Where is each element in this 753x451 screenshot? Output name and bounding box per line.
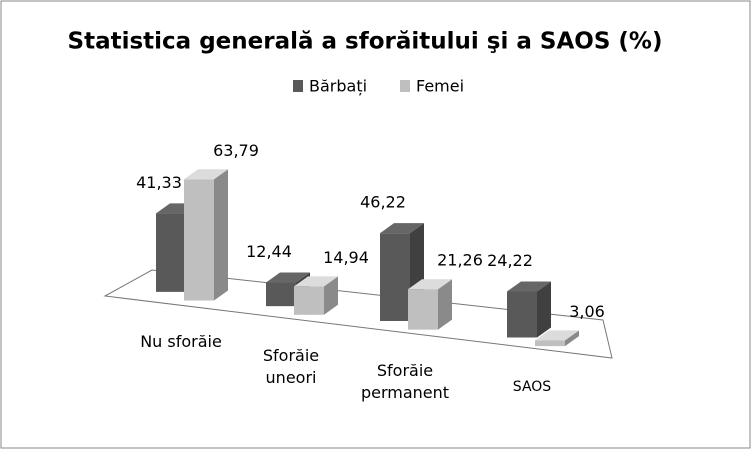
bar	[507, 291, 537, 338]
bar-top	[294, 276, 338, 287]
bar	[184, 179, 214, 301]
value-label: 12,44	[246, 242, 292, 261]
bar-top	[408, 279, 452, 290]
bar	[380, 233, 410, 321]
legend-swatch	[400, 80, 410, 92]
value-label: 24,22	[487, 251, 533, 270]
x-tick-label: Sforăie uneori	[262, 346, 320, 388]
value-label: 21,26	[437, 251, 483, 270]
bar-side	[537, 281, 551, 338]
value-label: 3,06	[569, 302, 605, 321]
bar	[408, 289, 438, 330]
bar	[294, 286, 324, 315]
bar	[266, 282, 296, 307]
value-label: 14,94	[323, 248, 369, 267]
bar	[156, 213, 186, 292]
legend-label: Femei	[416, 77, 464, 96]
bar-top	[380, 223, 424, 234]
chart-title: Statistica generală a sforăitului şi a S…	[68, 29, 663, 55]
legend-label: Bărbați	[309, 77, 367, 96]
x-tick-label: Sforăie permanent	[360, 360, 450, 402]
value-label: 46,22	[360, 193, 406, 212]
value-label: 63,79	[213, 141, 259, 160]
bar-side	[438, 279, 452, 330]
bar	[535, 340, 565, 347]
x-tick-label: SAOS	[512, 379, 552, 396]
value-label: 41,33	[136, 173, 182, 192]
legend-swatch	[293, 80, 303, 92]
x-tick-label: Nu sforăie	[140, 331, 222, 351]
floor	[103, 269, 613, 359]
bar-side	[214, 169, 228, 301]
bar-top	[535, 330, 579, 341]
bar-side	[324, 276, 338, 315]
bar-top	[266, 272, 310, 283]
bar-top	[507, 281, 551, 292]
bar-top	[184, 169, 228, 180]
bar-side	[565, 330, 579, 347]
